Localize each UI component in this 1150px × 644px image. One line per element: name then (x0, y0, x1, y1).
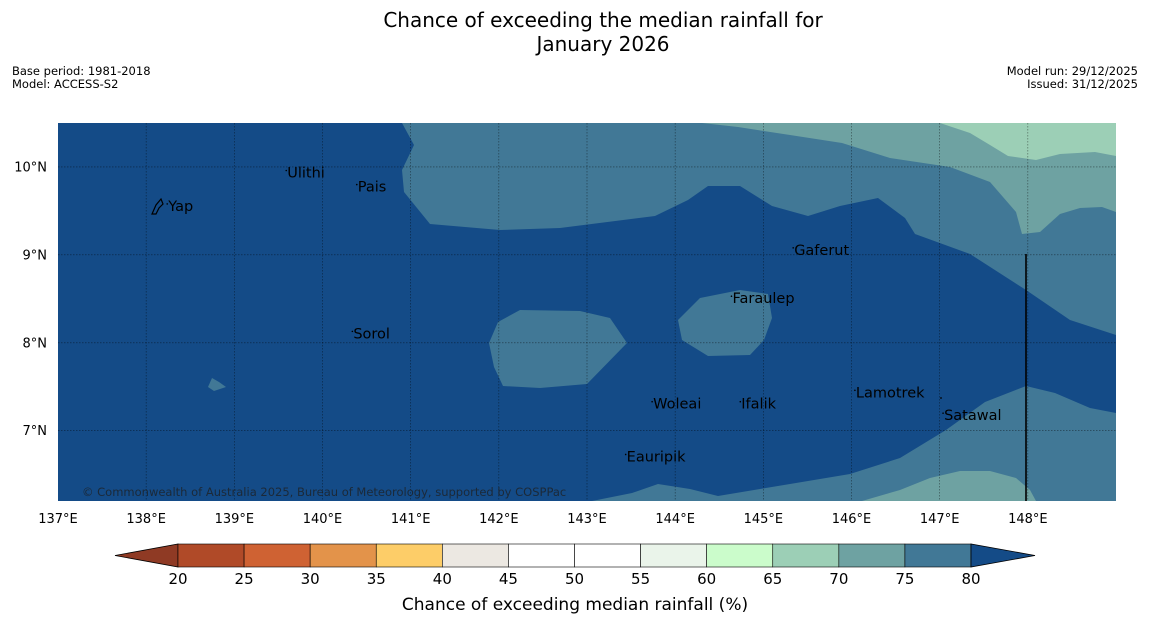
place-marker (942, 412, 944, 414)
place-marker (166, 203, 169, 205)
colorbar-swatch-75_80 (904, 543, 972, 568)
lat-tick-label: 7°N (23, 424, 48, 439)
title-line-1: Chance of exceeding the median rainfall … (383, 8, 823, 32)
place-marker (651, 400, 653, 403)
place-label: Lamotrek (856, 385, 925, 401)
colorbar-tick-label: 60 (697, 570, 716, 588)
place-labels: Yap Ulithi Pais Gaferut Faraulep Sorol Lamotre… (166, 166, 1002, 465)
lon-tick-label: 142°E (479, 512, 519, 527)
lon-tick-label: 145°E (744, 512, 784, 527)
colorbar-tick-label: 30 (301, 570, 320, 588)
lon-tick-label: 138°E (126, 512, 166, 527)
lon-tick-label: 143°E (567, 512, 607, 527)
place-label: Woleai (653, 397, 701, 413)
colorbar-tick-label: 70 (829, 570, 848, 588)
lon-tick-label: 144°E (655, 512, 695, 527)
place-label: Ifalik (741, 397, 776, 413)
colorbar-tick-label: 25 (235, 570, 254, 588)
place-label: Ulithi (287, 166, 325, 182)
model-run: Model run: 29/12/2025 (1006, 64, 1138, 78)
lon-tick-label: 147°E (920, 512, 960, 527)
region-75-80-speck (208, 378, 226, 391)
issued-date: Issued: 31/12/2025 (1027, 77, 1138, 91)
colorbar-extend-high (970, 543, 1036, 568)
colorbar-tick-label: 20 (168, 570, 187, 588)
place-label: Faraulep (732, 291, 794, 307)
atoll-dot-lamotrek-east (940, 397, 942, 399)
region-75-80-island-a (489, 310, 627, 388)
colorbar-swatch-45_50 (508, 543, 575, 568)
colorbar-label: Chance of exceeding median rainfall (%) (402, 595, 748, 615)
lon-tick-label: 148°E (1008, 512, 1048, 527)
colorbar-swatch-25_30 (243, 543, 311, 568)
metadata-left: Base period: 1981-2018 Model: ACCESS-S2 (12, 65, 151, 91)
colorbar-tick-label: 40 (433, 570, 452, 588)
colorbar-swatches (114, 543, 1036, 568)
colorbar-swatch-50_55 (574, 543, 641, 568)
colorbar-tick-label: 50 (565, 570, 584, 588)
colorbar-tick-label: 55 (631, 570, 650, 588)
place-marker (624, 453, 627, 456)
place-marker (351, 330, 354, 333)
model-name: Model: ACCESS-S2 (12, 77, 119, 91)
colorbar-tick-labels: 20 25 30 35 40 45 50 55 60 65 70 75 80 (168, 570, 980, 588)
colorbar-tick-label: 65 (763, 570, 782, 588)
colorbar-swatch-70_75 (838, 543, 906, 568)
place-marker (285, 169, 288, 172)
lon-tick-label: 140°E (303, 512, 343, 527)
colorbar-swatch-20_25 (177, 543, 245, 568)
place-label: Satawal (944, 408, 1001, 424)
place-label: Pais (358, 180, 387, 196)
latitude-tick-labels: 10°N 9°N 8°N 7°N (14, 160, 47, 439)
place-label: Eauripik (627, 449, 686, 465)
place-marker (739, 400, 742, 403)
colorbar-tick-label: 80 (961, 570, 980, 588)
lat-tick-label: 8°N (23, 336, 48, 351)
base-period: Base period: 1981-2018 (12, 64, 151, 78)
place-label: Gaferut (794, 243, 849, 259)
place-marker (355, 183, 358, 186)
colorbar-extend-low (114, 543, 179, 568)
place-label: Yap (167, 199, 193, 215)
colorbar-swatch-60_65 (706, 543, 774, 568)
colorbar-swatch-30_35 (309, 543, 377, 568)
yap-island-shape (151, 197, 164, 215)
lon-tick-label: 139°E (215, 512, 255, 527)
lat-tick-label: 9°N (23, 248, 48, 263)
region-75-80-north (402, 123, 1116, 335)
map-panel: Yap Ulithi Pais Gaferut Faraulep Sorol Lamotre… (58, 123, 1116, 501)
colorbar-tick-label: 45 (499, 570, 518, 588)
colorbar: 20 25 30 35 40 45 50 55 60 65 70 75 80 Chance of exc… (114, 543, 1036, 615)
place-marker (792, 247, 794, 249)
colorbar-swatch-65_70 (772, 543, 840, 568)
colorbar-swatch-55_60 (640, 543, 707, 568)
colorbar-swatch-35_40 (375, 543, 443, 568)
place-marker (854, 389, 856, 392)
copyright-notice: © Commonwealth of Australia 2025, Bureau… (82, 485, 566, 499)
lat-tick-label: 10°N (14, 160, 47, 175)
place-marker (730, 295, 733, 298)
probability-contours (208, 123, 1116, 501)
place-label: Sorol (353, 326, 390, 342)
graticule (58, 123, 1116, 501)
lon-tick-label: 146°E (832, 512, 872, 527)
colorbar-tick-label: 35 (367, 570, 386, 588)
region-75-80-island-b (678, 290, 772, 356)
colorbar-tick-label: 75 (895, 570, 914, 588)
lon-tick-label: 137°E (38, 512, 78, 527)
title-line-2: January 2026 (536, 32, 670, 56)
metadata-right: Model run: 29/12/2025 Issued: 31/12/2025 (1007, 65, 1138, 91)
region-70-75-south (862, 471, 1036, 501)
lon-tick-label: 141°E (391, 512, 431, 527)
colorbar-swatch-40_45 (442, 543, 509, 568)
longitude-tick-labels: 137°E 138°E 139°E 140°E 141°E 142°E 143°E 144°E… (38, 512, 1047, 527)
chart-title: Chance of exceeding the median rainfall … (0, 8, 1150, 56)
